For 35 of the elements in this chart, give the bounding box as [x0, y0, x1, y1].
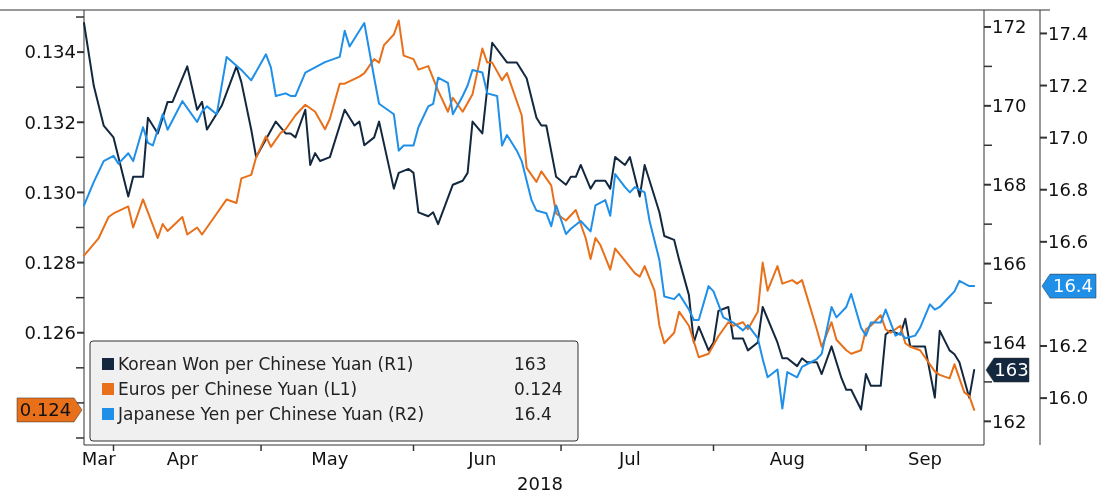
x-tick-label: Jul	[618, 448, 641, 469]
y-tick-label: 0.134	[24, 41, 76, 63]
x-axis-title: 2018	[517, 473, 563, 494]
x-tick-label: Sep	[908, 448, 942, 469]
y3-tick-label: 16.8	[1048, 179, 1089, 201]
x-tick-label: Aug	[769, 448, 805, 469]
x-tick-label: Mar	[81, 448, 117, 469]
text: 163	[994, 359, 1029, 381]
text: 16.4	[1052, 275, 1094, 297]
y2-tick-label: 164	[992, 331, 1027, 353]
y3-tick-label: 17.2	[1048, 74, 1089, 96]
annotation: 16.4	[514, 403, 552, 424]
legend-label: Euros per Chinese Yuan (L1)	[118, 378, 358, 399]
y3-tick-label: 16.0	[1048, 387, 1089, 409]
text: 0.124	[19, 399, 72, 421]
x-tick-label: Apr	[166, 448, 199, 469]
x-tick-label: Jun	[467, 448, 497, 469]
legend-label: Japanese Yen per Chinese Yuan (R2)	[117, 403, 425, 424]
y2-tick-label: 170	[992, 95, 1027, 117]
y2-tick-label: 168	[992, 174, 1027, 196]
y2-tick-label: 166	[992, 252, 1027, 274]
y2-tick-label: 162	[992, 410, 1027, 432]
y3-tick-label: 17.0	[1048, 126, 1089, 148]
annotation: 163	[514, 353, 547, 374]
annotation: 0.124	[514, 378, 563, 399]
y2-tick-label: 172	[992, 16, 1027, 38]
x-tick-label: May	[311, 448, 349, 469]
legend-label: Korean Won per Chinese Yuan (R1)	[118, 353, 414, 374]
y-tick-label: 0.126	[24, 322, 76, 344]
y3-tick-label: 17.4	[1048, 22, 1089, 44]
y3-tick-label: 16.6	[1048, 231, 1089, 253]
y-tick-label: 0.128	[24, 251, 76, 273]
y3-tick-label: 16.2	[1048, 335, 1089, 357]
y-tick-label: 0.130	[24, 181, 76, 203]
y-tick-label: 0.132	[24, 111, 76, 133]
